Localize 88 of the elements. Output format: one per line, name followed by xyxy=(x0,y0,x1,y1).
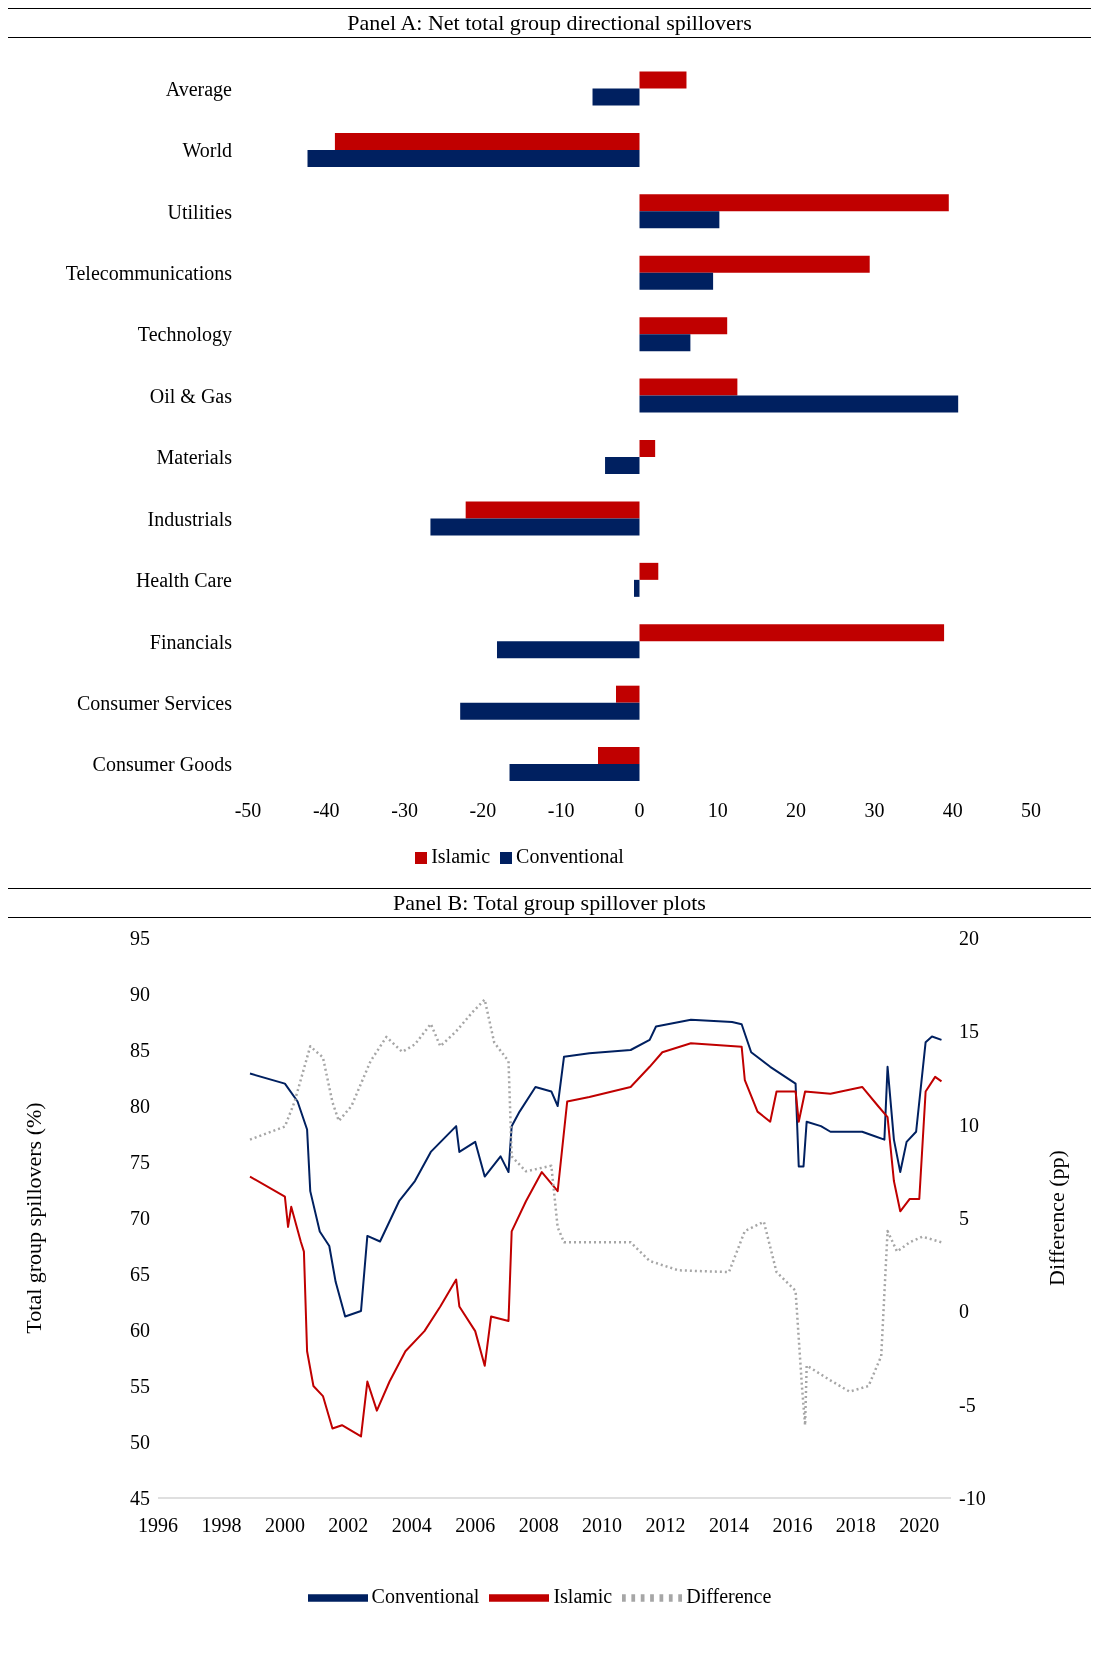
legend-label: Islamic xyxy=(553,1584,613,1607)
y-tick-label: 75 xyxy=(130,1151,150,1174)
y-tick-label: Utilities xyxy=(167,200,233,223)
y-tick-label: 70 xyxy=(130,1207,150,1230)
y-tick-label: 95 xyxy=(130,927,150,950)
bar xyxy=(639,624,945,642)
x-tick-label: 20 xyxy=(786,799,807,822)
x-tick-label: -40 xyxy=(312,799,340,822)
y2-tick-label: 20 xyxy=(959,927,979,950)
x-tick-label: 2010 xyxy=(582,1514,623,1537)
bar xyxy=(616,685,640,703)
bar xyxy=(605,457,640,475)
bar xyxy=(639,334,691,352)
bar xyxy=(639,562,659,580)
x-tick-label: 1998 xyxy=(201,1514,242,1537)
y-tick-label: 45 xyxy=(130,1487,150,1510)
chart-title: Panel A: Net total group directional spillovers xyxy=(8,8,1091,38)
x-tick-label: 10 xyxy=(707,799,728,822)
y-tick-label: Telecommunications xyxy=(65,262,233,285)
y2-axis-title: Difference (pp) xyxy=(1043,1150,1069,1286)
y-tick-label: Consumer Goods xyxy=(92,753,233,776)
y-tick-label: World xyxy=(182,139,232,162)
x-tick-label: 2012 xyxy=(645,1514,686,1537)
x-tick-label: 2006 xyxy=(455,1514,496,1537)
x-tick-label: 50 xyxy=(1021,799,1041,822)
y-tick-label: Industrials xyxy=(147,507,233,530)
y-tick-label: 60 xyxy=(130,1319,150,1342)
bar xyxy=(334,132,640,150)
y-tick-label: 85 xyxy=(130,1039,150,1062)
bar xyxy=(430,518,640,536)
x-tick-label: 2000 xyxy=(264,1514,305,1537)
y-tick-label: Health Care xyxy=(135,569,233,592)
legend-label: Conventional xyxy=(371,1584,480,1607)
x-tick-label: 1996 xyxy=(138,1514,178,1537)
bar xyxy=(460,702,640,720)
x-tick-label: 2020 xyxy=(899,1514,940,1537)
legend-label: Conventional xyxy=(516,845,624,867)
x-tick-label: 2002 xyxy=(328,1514,369,1537)
bar xyxy=(639,317,728,335)
y-tick-label: 80 xyxy=(130,1095,150,1118)
bar xyxy=(592,88,640,106)
x-tick-label: 0 xyxy=(634,799,645,822)
bar xyxy=(496,641,640,659)
x-tick-label: 2004 xyxy=(391,1514,432,1537)
bar xyxy=(639,255,870,273)
y-tick-label: Consumer Services xyxy=(77,691,233,714)
y-tick-label: 65 xyxy=(130,1263,150,1286)
y2-tick-label: 0 xyxy=(959,1300,969,1323)
legend-label: Difference xyxy=(686,1584,772,1607)
x-tick-label: 2008 xyxy=(518,1514,559,1537)
y2-tick-label: 15 xyxy=(959,1020,979,1043)
x-tick-label: -50 xyxy=(234,799,262,822)
y-tick-label: Financials xyxy=(149,630,233,653)
bar xyxy=(598,747,640,765)
legend-label: Islamic xyxy=(431,845,491,867)
bar xyxy=(639,272,714,290)
y2-tick-label: 5 xyxy=(959,1207,969,1230)
line-series xyxy=(248,1018,943,1318)
bar xyxy=(307,149,640,167)
y-tick-label: Oil & Gas xyxy=(149,384,233,407)
x-tick-label: -10 xyxy=(547,799,575,822)
y-axis-title: Total group spillovers (%) xyxy=(20,1102,46,1334)
bar xyxy=(634,579,640,597)
x-tick-label: 2016 xyxy=(772,1514,813,1537)
y2-tick-label: -10 xyxy=(959,1487,986,1510)
chart-title: Panel B: Total group spillover plots xyxy=(8,888,1091,918)
bar xyxy=(465,501,640,519)
y-tick-label: 55 xyxy=(130,1375,150,1398)
y-tick-label: Average xyxy=(165,77,233,101)
bar xyxy=(639,395,959,413)
x-tick-label: 40 xyxy=(942,799,963,822)
x-tick-label: 30 xyxy=(864,799,885,822)
bar xyxy=(639,71,687,89)
bar xyxy=(639,440,656,458)
y-tick-label: 90 xyxy=(130,983,150,1006)
y2-tick-label: -5 xyxy=(959,1393,976,1416)
y-tick-label: Technology xyxy=(137,323,232,347)
x-tick-label: 2014 xyxy=(708,1514,749,1537)
bar xyxy=(509,764,640,782)
x-tick-label: 2018 xyxy=(835,1514,876,1537)
x-tick-label: -30 xyxy=(391,799,418,822)
y-tick-label: 50 xyxy=(130,1431,150,1454)
x-tick-label: -20 xyxy=(469,799,497,822)
bar xyxy=(639,378,738,396)
y2-tick-label: 10 xyxy=(959,1113,979,1136)
bar xyxy=(639,211,720,229)
bar xyxy=(639,194,949,212)
y-tick-label: Materials xyxy=(156,446,233,469)
